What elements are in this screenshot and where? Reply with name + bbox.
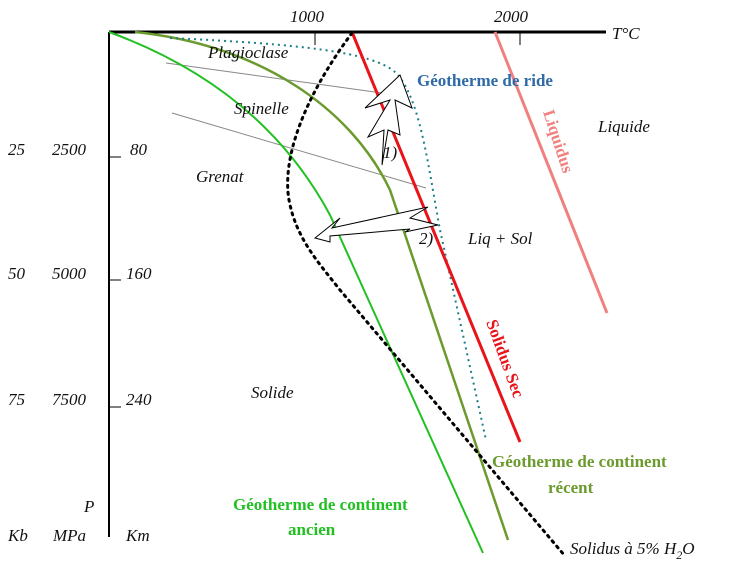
plagioclase-spinel-boundary xyxy=(165,62,383,94)
dry-solidus-label: Solidus Sec xyxy=(482,317,528,401)
arrow-1-label: 1) xyxy=(383,143,398,162)
arrow-2-label: 2) xyxy=(419,229,434,248)
km-240: 240 xyxy=(126,390,152,409)
ridge-geotherm xyxy=(169,37,487,441)
plagioclase-label: Plagioclase xyxy=(207,43,289,62)
mpa-7500: 7500 xyxy=(52,390,87,409)
old-continent-label-2: ancien xyxy=(288,520,336,539)
grenat-label: Grenat xyxy=(196,167,245,186)
tick-label-2000: 2000 xyxy=(494,7,529,26)
mpa-5000: 5000 xyxy=(52,264,87,283)
unit-kb: Kb xyxy=(7,526,28,545)
km-160: 160 xyxy=(126,264,152,283)
old-continent-label-1: Géotherme de continent xyxy=(233,495,408,514)
unit-km: Km xyxy=(125,526,150,545)
ridge-geotherm-label: Géotherme de ride xyxy=(417,71,553,90)
liquide-label: Liquide xyxy=(597,117,650,136)
old-continent-geotherm xyxy=(108,31,484,554)
liq-sol-label: Liq + Sol xyxy=(467,229,533,248)
recent-continent-label-1: Géotherme de continent xyxy=(492,452,667,471)
kb-50: 50 xyxy=(8,264,26,283)
spinelle-label: Spinelle xyxy=(234,99,289,118)
unit-mpa: MPa xyxy=(52,526,86,545)
lateral-arrow xyxy=(313,206,439,243)
recent-continent-geotherm xyxy=(134,30,510,541)
temperature-axis-label: T°C xyxy=(612,24,640,43)
wet-solidus-line xyxy=(286,31,567,558)
mpa-2500: 2500 xyxy=(52,140,87,159)
solide-label: Solide xyxy=(251,383,294,402)
upwelling-arrow xyxy=(364,74,413,166)
wet-solidus-label: Solidus à 5% H2O xyxy=(570,539,695,562)
kb-75: 75 xyxy=(8,390,25,409)
kb-25: 25 xyxy=(8,140,25,159)
pressure-label: P xyxy=(83,497,94,516)
tick-label-1000: 1000 xyxy=(290,7,325,26)
km-80: 80 xyxy=(130,140,148,159)
recent-continent-label-2: récent xyxy=(548,478,594,497)
liquidus-line xyxy=(493,31,609,314)
liquidus-label: Liquidus xyxy=(539,107,577,175)
